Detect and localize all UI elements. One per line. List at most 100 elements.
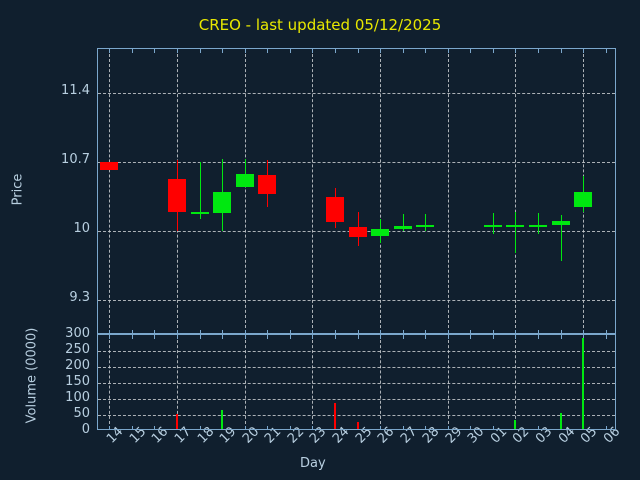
axis-tick-mark	[493, 330, 494, 333]
axis-tick-mark	[154, 330, 155, 333]
axis-tick-mark	[312, 335, 313, 339]
price-tick-label: 11.4	[61, 83, 90, 99]
volume-gridline-vertical	[177, 335, 178, 429]
axis-tick-mark	[583, 335, 584, 339]
candle-wick	[561, 214, 562, 262]
price-gridline-vertical	[245, 49, 246, 333]
price-gridline-vertical	[109, 49, 110, 333]
price-tick-label: 10.7	[61, 152, 90, 168]
axis-tick-mark	[538, 335, 539, 339]
price-tick-label: 9.3	[69, 290, 90, 306]
volume-gridline-vertical	[312, 335, 313, 429]
axis-tick-mark	[448, 330, 449, 333]
price-gridline-vertical	[448, 49, 449, 333]
volume-bar	[514, 419, 516, 429]
volume-gridline	[98, 383, 615, 384]
candle-body	[416, 224, 434, 227]
axis-tick-mark	[154, 426, 155, 429]
volume-gridline	[98, 367, 615, 368]
candle-body	[574, 192, 592, 207]
candle-wick	[538, 212, 539, 235]
volume-bar	[560, 412, 562, 429]
volume-gridline-vertical	[380, 335, 381, 429]
price-gridline-vertical	[380, 49, 381, 333]
axis-tick-mark	[493, 426, 494, 429]
axis-tick-mark	[606, 426, 607, 429]
axis-tick-mark	[493, 49, 494, 53]
candle-body	[552, 220, 570, 225]
axis-tick-mark	[245, 426, 246, 429]
volume-gridline	[98, 399, 615, 400]
candle-wick	[403, 213, 404, 232]
volume-tick-label: 300	[65, 326, 90, 341]
candle-body	[529, 224, 547, 227]
axis-tick-mark	[109, 426, 110, 429]
axis-tick-mark	[245, 335, 246, 339]
volume-bar	[582, 338, 584, 429]
axis-tick-mark	[403, 426, 404, 429]
axis-tick-mark	[335, 330, 336, 333]
axis-tick-mark	[200, 335, 201, 339]
axis-tick-mark	[109, 335, 110, 339]
axis-tick-mark	[335, 49, 336, 53]
axis-tick-mark	[515, 49, 516, 53]
axis-tick-mark	[561, 335, 562, 339]
volume-bar	[334, 403, 336, 429]
axis-tick-mark	[177, 330, 178, 333]
axis-tick-mark	[222, 49, 223, 53]
axis-tick-mark	[606, 335, 607, 339]
volume-gridline-vertical	[245, 335, 246, 429]
volume-tick-label: 250	[65, 342, 90, 357]
axis-tick-mark	[470, 426, 471, 429]
candle-wick	[245, 159, 246, 188]
volume-tick-label: 0	[81, 422, 90, 437]
axis-tick-mark	[200, 330, 201, 333]
volume-plot-area	[97, 334, 616, 430]
candle-wick	[493, 212, 494, 235]
price-plot-area	[97, 48, 616, 334]
axis-tick-mark	[154, 335, 155, 339]
candle-body	[349, 226, 367, 238]
axis-tick-mark	[606, 330, 607, 333]
candle-wick	[515, 211, 516, 254]
axis-tick-mark	[312, 426, 313, 429]
axis-tick-mark	[493, 335, 494, 339]
axis-tick-mark	[290, 49, 291, 53]
axis-tick-mark	[109, 330, 110, 333]
volume-tick-label: 150	[65, 374, 90, 389]
axis-tick-mark	[154, 49, 155, 53]
axis-tick-mark	[380, 49, 381, 53]
price-gridline	[98, 162, 615, 163]
axis-tick-mark	[222, 330, 223, 333]
axis-tick-mark	[177, 49, 178, 53]
axis-tick-mark	[538, 49, 539, 53]
axis-tick-mark	[380, 426, 381, 429]
price-tick-label: 10	[73, 221, 90, 237]
axis-tick-mark	[403, 330, 404, 333]
candle-body	[484, 224, 502, 227]
axis-tick-mark	[312, 330, 313, 333]
volume-gridline-vertical	[109, 335, 110, 429]
axis-tick-mark	[222, 335, 223, 339]
axis-tick-mark	[358, 335, 359, 339]
candle-body	[213, 192, 231, 213]
candle-body	[236, 174, 254, 188]
axis-tick-mark	[470, 330, 471, 333]
volume-tick-label: 200	[65, 358, 90, 373]
axis-tick-mark	[267, 426, 268, 429]
axis-tick-mark	[470, 335, 471, 339]
candle-body	[326, 196, 344, 222]
volume-bar	[221, 410, 223, 429]
axis-tick-mark	[403, 335, 404, 339]
candle-body	[506, 224, 524, 227]
volume-tick-label: 100	[65, 390, 90, 405]
axis-tick-mark	[470, 49, 471, 53]
axis-tick-mark	[425, 335, 426, 339]
candle-body	[191, 211, 209, 214]
axis-tick-mark	[515, 330, 516, 333]
axis-tick-mark	[200, 49, 201, 53]
axis-tick-mark	[132, 49, 133, 53]
axis-tick-mark	[538, 330, 539, 333]
axis-tick-mark	[177, 335, 178, 339]
